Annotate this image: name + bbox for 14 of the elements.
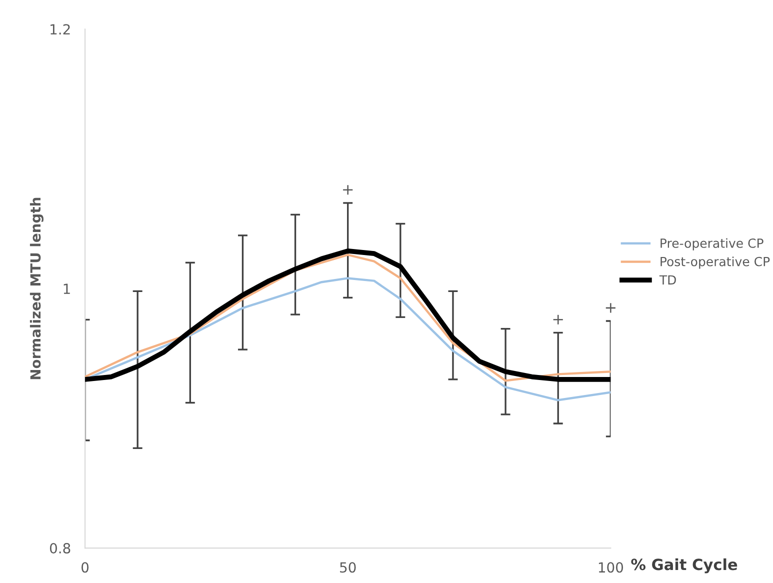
- annotation: +: [553, 314, 563, 324]
- annotation: +: [343, 185, 353, 195]
- annotation: +: [606, 303, 616, 313]
- legend-label: Post-operative CP: [660, 256, 770, 269]
- y-tick-label: 1.2: [50, 24, 70, 34]
- y-tick-label: 0.8: [50, 542, 70, 554]
- y-tick-label: 1: [64, 284, 70, 294]
- legend-label: TD: [659, 275, 676, 284]
- x-axis-title: % Gait Cycle: [631, 558, 738, 574]
- x-tick-label: 0: [82, 562, 89, 573]
- x-tick-label: 50: [340, 562, 356, 573]
- legend-label: Pre-operative CP: [660, 238, 764, 250]
- x-tick-label: 100: [598, 562, 623, 573]
- y-axis-title: Normalized MTU length: [30, 198, 44, 380]
